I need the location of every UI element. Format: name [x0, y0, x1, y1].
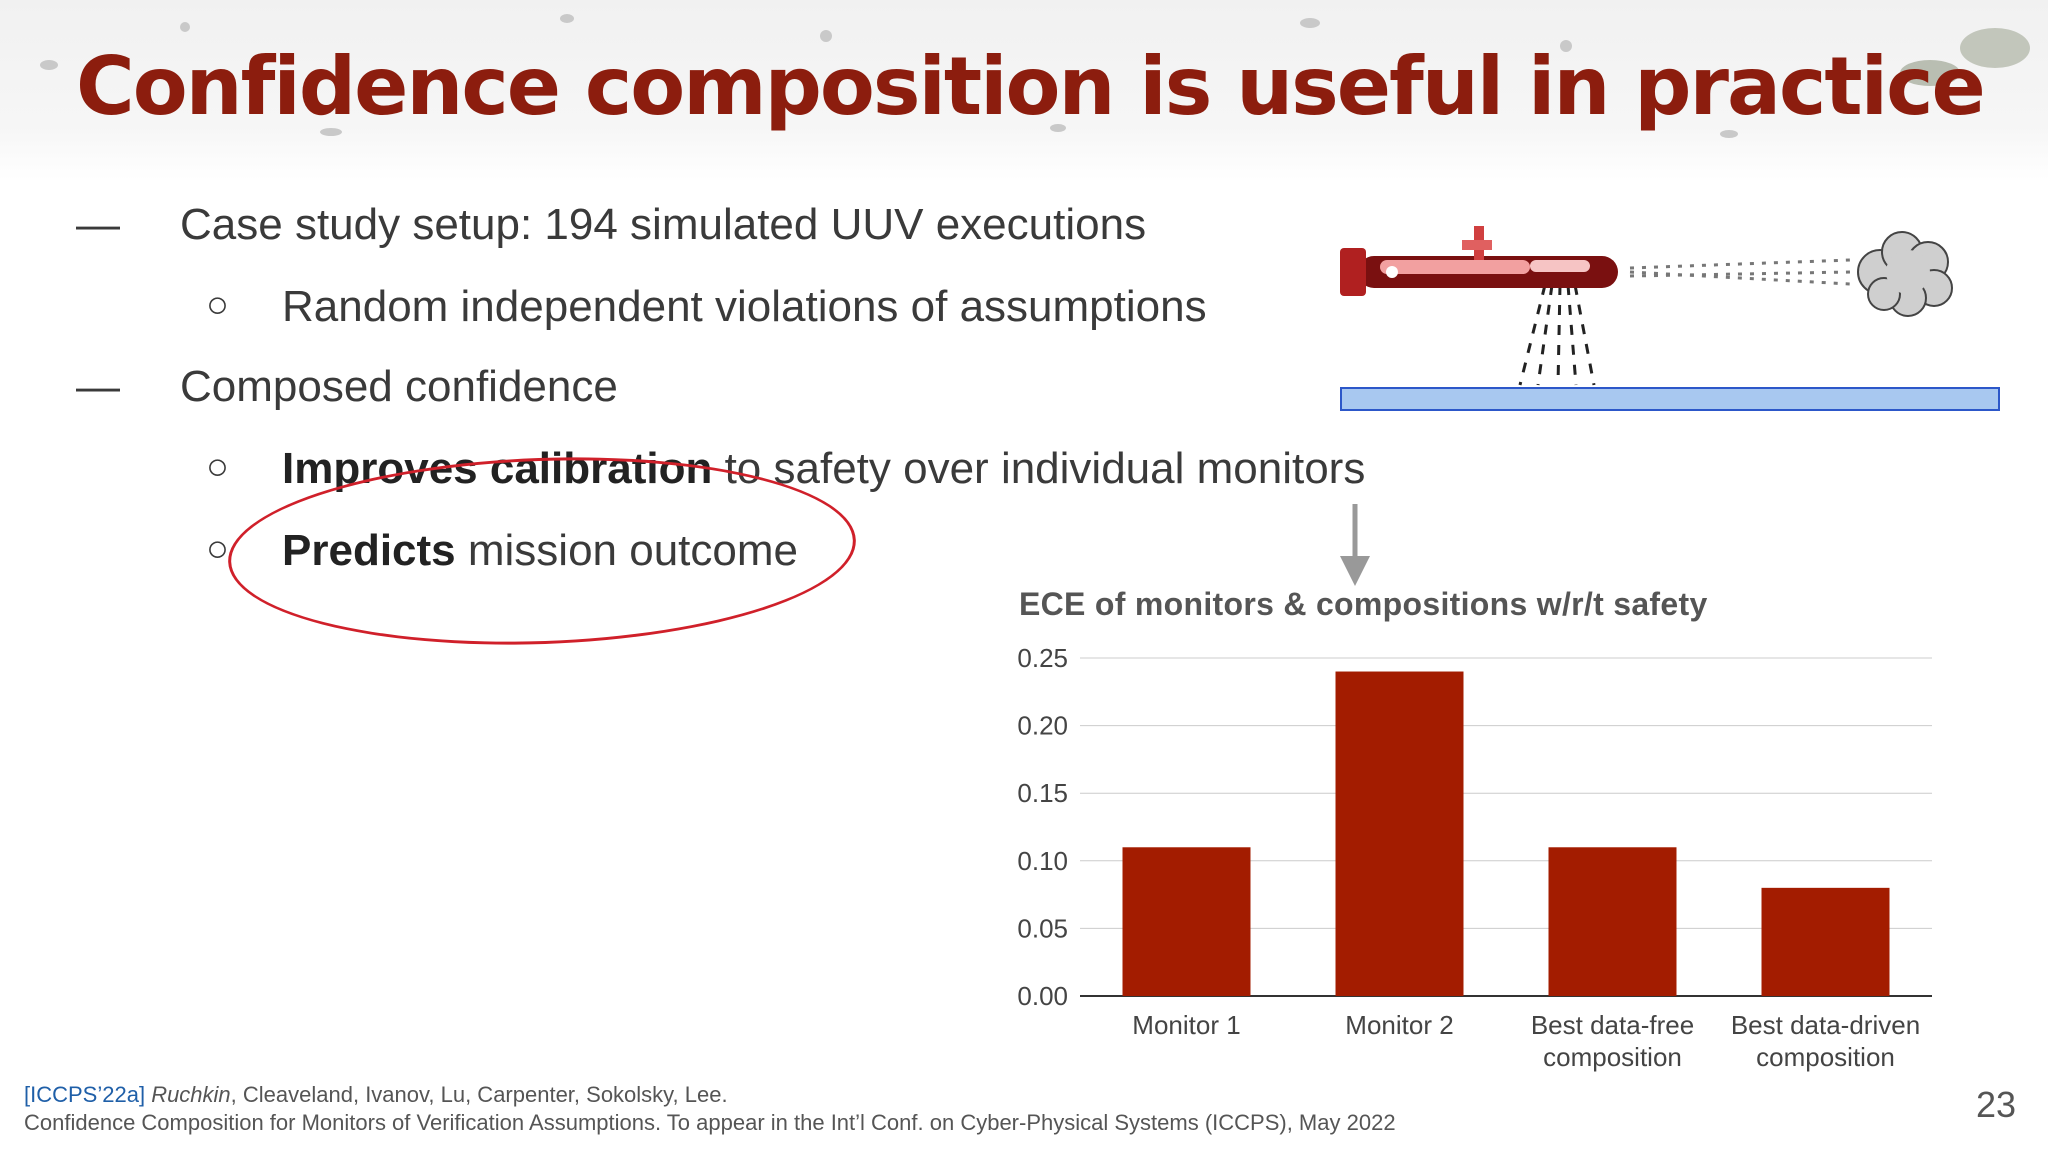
- bar: [1122, 847, 1251, 996]
- bullet-text: Random independent violations of assumpt…: [282, 282, 1207, 331]
- bullet-text: to safety over individual monitors: [712, 444, 1366, 493]
- uuv-illustration: [1340, 226, 2000, 411]
- y-tick-label: 0.00: [1017, 981, 1068, 1011]
- sensor-trail: [1629, 258, 1851, 286]
- footer-citation: Confidence Composition for Monitors of V…: [24, 1110, 1396, 1135]
- reference-lead-author: Ruchkin: [151, 1082, 231, 1107]
- x-tick-label: Best data-driven: [1731, 1010, 1920, 1040]
- reference-authors: , Cleaveland, Ivanov, Lu, Carpenter, Sok…: [230, 1082, 728, 1107]
- circle-marker: ○: [206, 284, 229, 326]
- x-tick-label: Best data-free: [1531, 1010, 1694, 1040]
- reference-tag: [ICCPS’22a]: [24, 1082, 146, 1107]
- bullet-random-violations: ○ Random independent violations of assum…: [206, 282, 1207, 332]
- circle-marker: ○: [206, 446, 229, 488]
- chart-title: ECE of monitors & compositions w/r/t saf…: [1019, 586, 1708, 622]
- x-tick-label: Monitor 2: [1345, 1010, 1453, 1040]
- bullet-text: Case study setup: 194 simulated UUV exec…: [180, 200, 1147, 249]
- bar: [1335, 671, 1464, 996]
- y-tick-label: 0.20: [1017, 711, 1068, 741]
- bullet-composed-confidence: — Composed confidence: [76, 362, 618, 412]
- sonar-beam: [1518, 284, 1596, 386]
- dash-marker: —: [76, 200, 120, 249]
- bullet-bold-text: Improves calibration: [282, 444, 713, 493]
- y-tick-label: 0.25: [1017, 643, 1068, 673]
- x-tick-label: composition: [1756, 1042, 1895, 1072]
- bar: [1548, 847, 1677, 996]
- dash-marker: —: [76, 362, 120, 411]
- y-tick-label: 0.15: [1017, 778, 1068, 808]
- bullet-predicts-outcome: ○ Predicts mission outcome: [206, 526, 798, 576]
- slide-title: Confidence composition is useful in prac…: [76, 40, 1986, 133]
- bullet-case-study: — Case study setup: 194 simulated UUV ex…: [76, 200, 1147, 250]
- seafloor: [1340, 387, 2000, 411]
- bullet-bold-text: Predicts: [282, 526, 456, 575]
- ece-bar-chart: 0.00 0.05 0.10 0.15 0.20 0.25 Monitor 1 Monitor…: [1017, 643, 1932, 1072]
- cloud-icon: [1857, 231, 1953, 317]
- page-number: 23: [1976, 1084, 2017, 1125]
- bullet-text: mission outcome: [455, 526, 798, 575]
- bar: [1761, 887, 1890, 996]
- x-tick-label: composition: [1543, 1042, 1682, 1072]
- bullet-text: Composed confidence: [180, 362, 618, 411]
- footer-reference: [ICCPS’22a] Ruchkin, Cleaveland, Ivanov,…: [24, 1082, 728, 1108]
- y-tick-label: 0.10: [1017, 846, 1068, 876]
- down-arrow-icon: [1340, 504, 1370, 586]
- circle-marker: ○: [206, 528, 229, 570]
- x-tick-label: Monitor 1: [1132, 1010, 1240, 1040]
- y-tick-label: 0.05: [1017, 913, 1068, 943]
- uuv-vehicle: [1340, 226, 1618, 296]
- bullet-improves-calibration: ○ Improves calibration to safety over in…: [206, 444, 1366, 494]
- header-background: [0, 0, 2048, 180]
